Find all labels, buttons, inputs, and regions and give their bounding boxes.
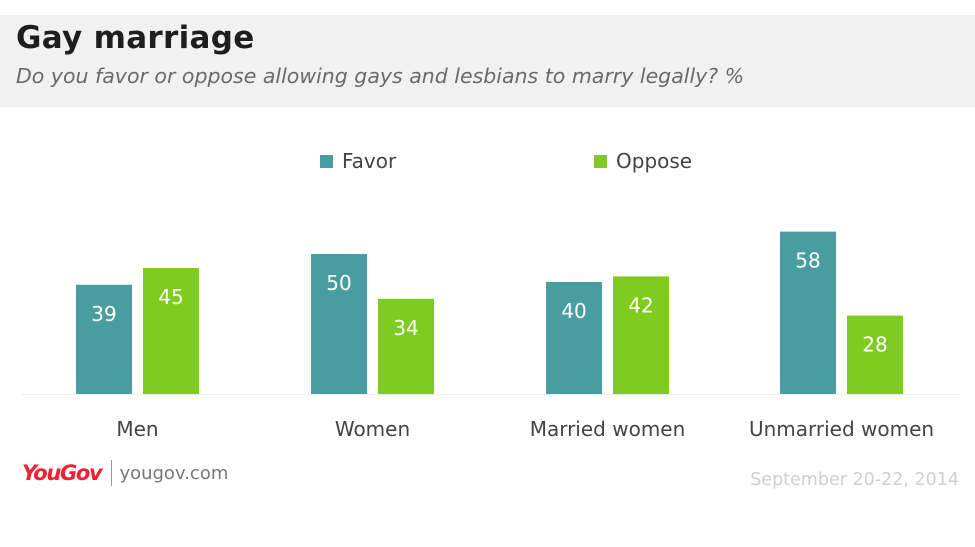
- logo-wordmark: YouGov: [22, 461, 103, 485]
- data-label-favor-2: 40: [561, 299, 586, 323]
- data-label-favor-3: 58: [795, 249, 820, 273]
- data-label-favor-0: 39: [91, 302, 116, 326]
- bar-oppose-0: [143, 268, 199, 394]
- chart-subtitle: Do you favor or oppose allowing gays and…: [16, 64, 745, 88]
- bar-oppose-3: [847, 315, 903, 394]
- bar-favor-1: [311, 254, 367, 394]
- data-label-favor-1: 50: [326, 271, 351, 295]
- survey-date: September 20-22, 2014: [750, 470, 959, 490]
- legend-label-oppose: Oppose: [616, 149, 693, 173]
- logo-divider: [111, 460, 113, 486]
- bar-oppose-2: [613, 276, 669, 394]
- category-label-3: Unmarried women: [749, 417, 934, 441]
- legend-swatch-oppose: [594, 154, 607, 168]
- bar-favor-3: [780, 231, 836, 394]
- logo-url: yougov.com: [119, 462, 229, 484]
- category-label-2: Married women: [530, 417, 686, 441]
- category-label-1: Women: [335, 417, 410, 441]
- data-label-oppose-1: 34: [393, 316, 418, 340]
- legend-item-oppose: Oppose: [594, 148, 692, 174]
- chart-title: Gay marriage: [16, 20, 255, 56]
- legend-swatch-favor: [320, 154, 333, 168]
- category-label-0: Men: [116, 417, 158, 441]
- data-label-oppose-2: 42: [628, 293, 653, 317]
- bar-favor-2: [546, 282, 602, 394]
- bar-oppose-1: [378, 298, 434, 394]
- yougov-logo: YouGov yougov.com: [22, 458, 228, 488]
- legend-label-favor: Favor: [342, 149, 397, 173]
- legend-item-favor: Favor: [320, 148, 396, 174]
- header-band: [0, 15, 975, 107]
- bar-favor-0: [76, 284, 132, 394]
- data-label-oppose-3: 28: [862, 333, 887, 357]
- data-label-oppose-0: 45: [158, 285, 183, 309]
